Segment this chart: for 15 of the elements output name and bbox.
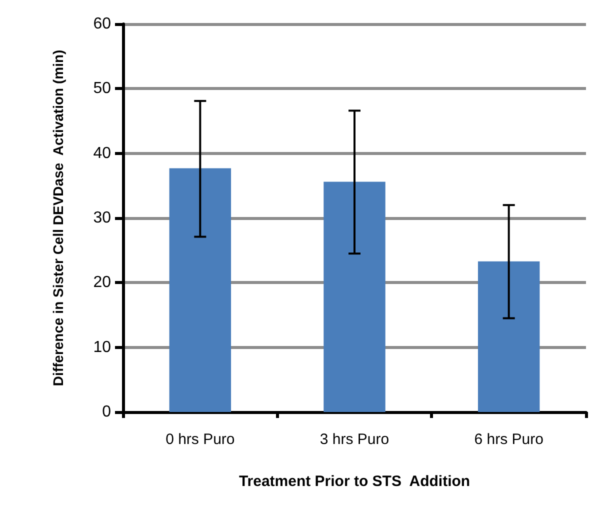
bar: [324, 182, 386, 412]
x-tick-label: 3 hrs Puro: [320, 431, 390, 448]
bar: [169, 168, 232, 412]
y-tick-label: 60: [93, 16, 112, 32]
y-tick-label: 20: [93, 274, 112, 292]
y-tick-label: 10: [93, 338, 112, 356]
y-tick-label: 50: [93, 80, 112, 98]
y-tick-label: 0: [102, 404, 112, 420]
y-tick-label: 40: [93, 144, 112, 162]
x-axis-title: Treatment Prior to STS Addition: [238, 473, 470, 490]
bar: [478, 261, 540, 412]
y-axis-title: Difference in Sister Cell DEVDase Activation (min): [50, 50, 66, 386]
y-tick-label: 30: [93, 210, 112, 226]
x-tick-label: 6 hrs Puro: [474, 431, 544, 448]
x-tick-label: 0 hrs Puro: [166, 431, 235, 448]
